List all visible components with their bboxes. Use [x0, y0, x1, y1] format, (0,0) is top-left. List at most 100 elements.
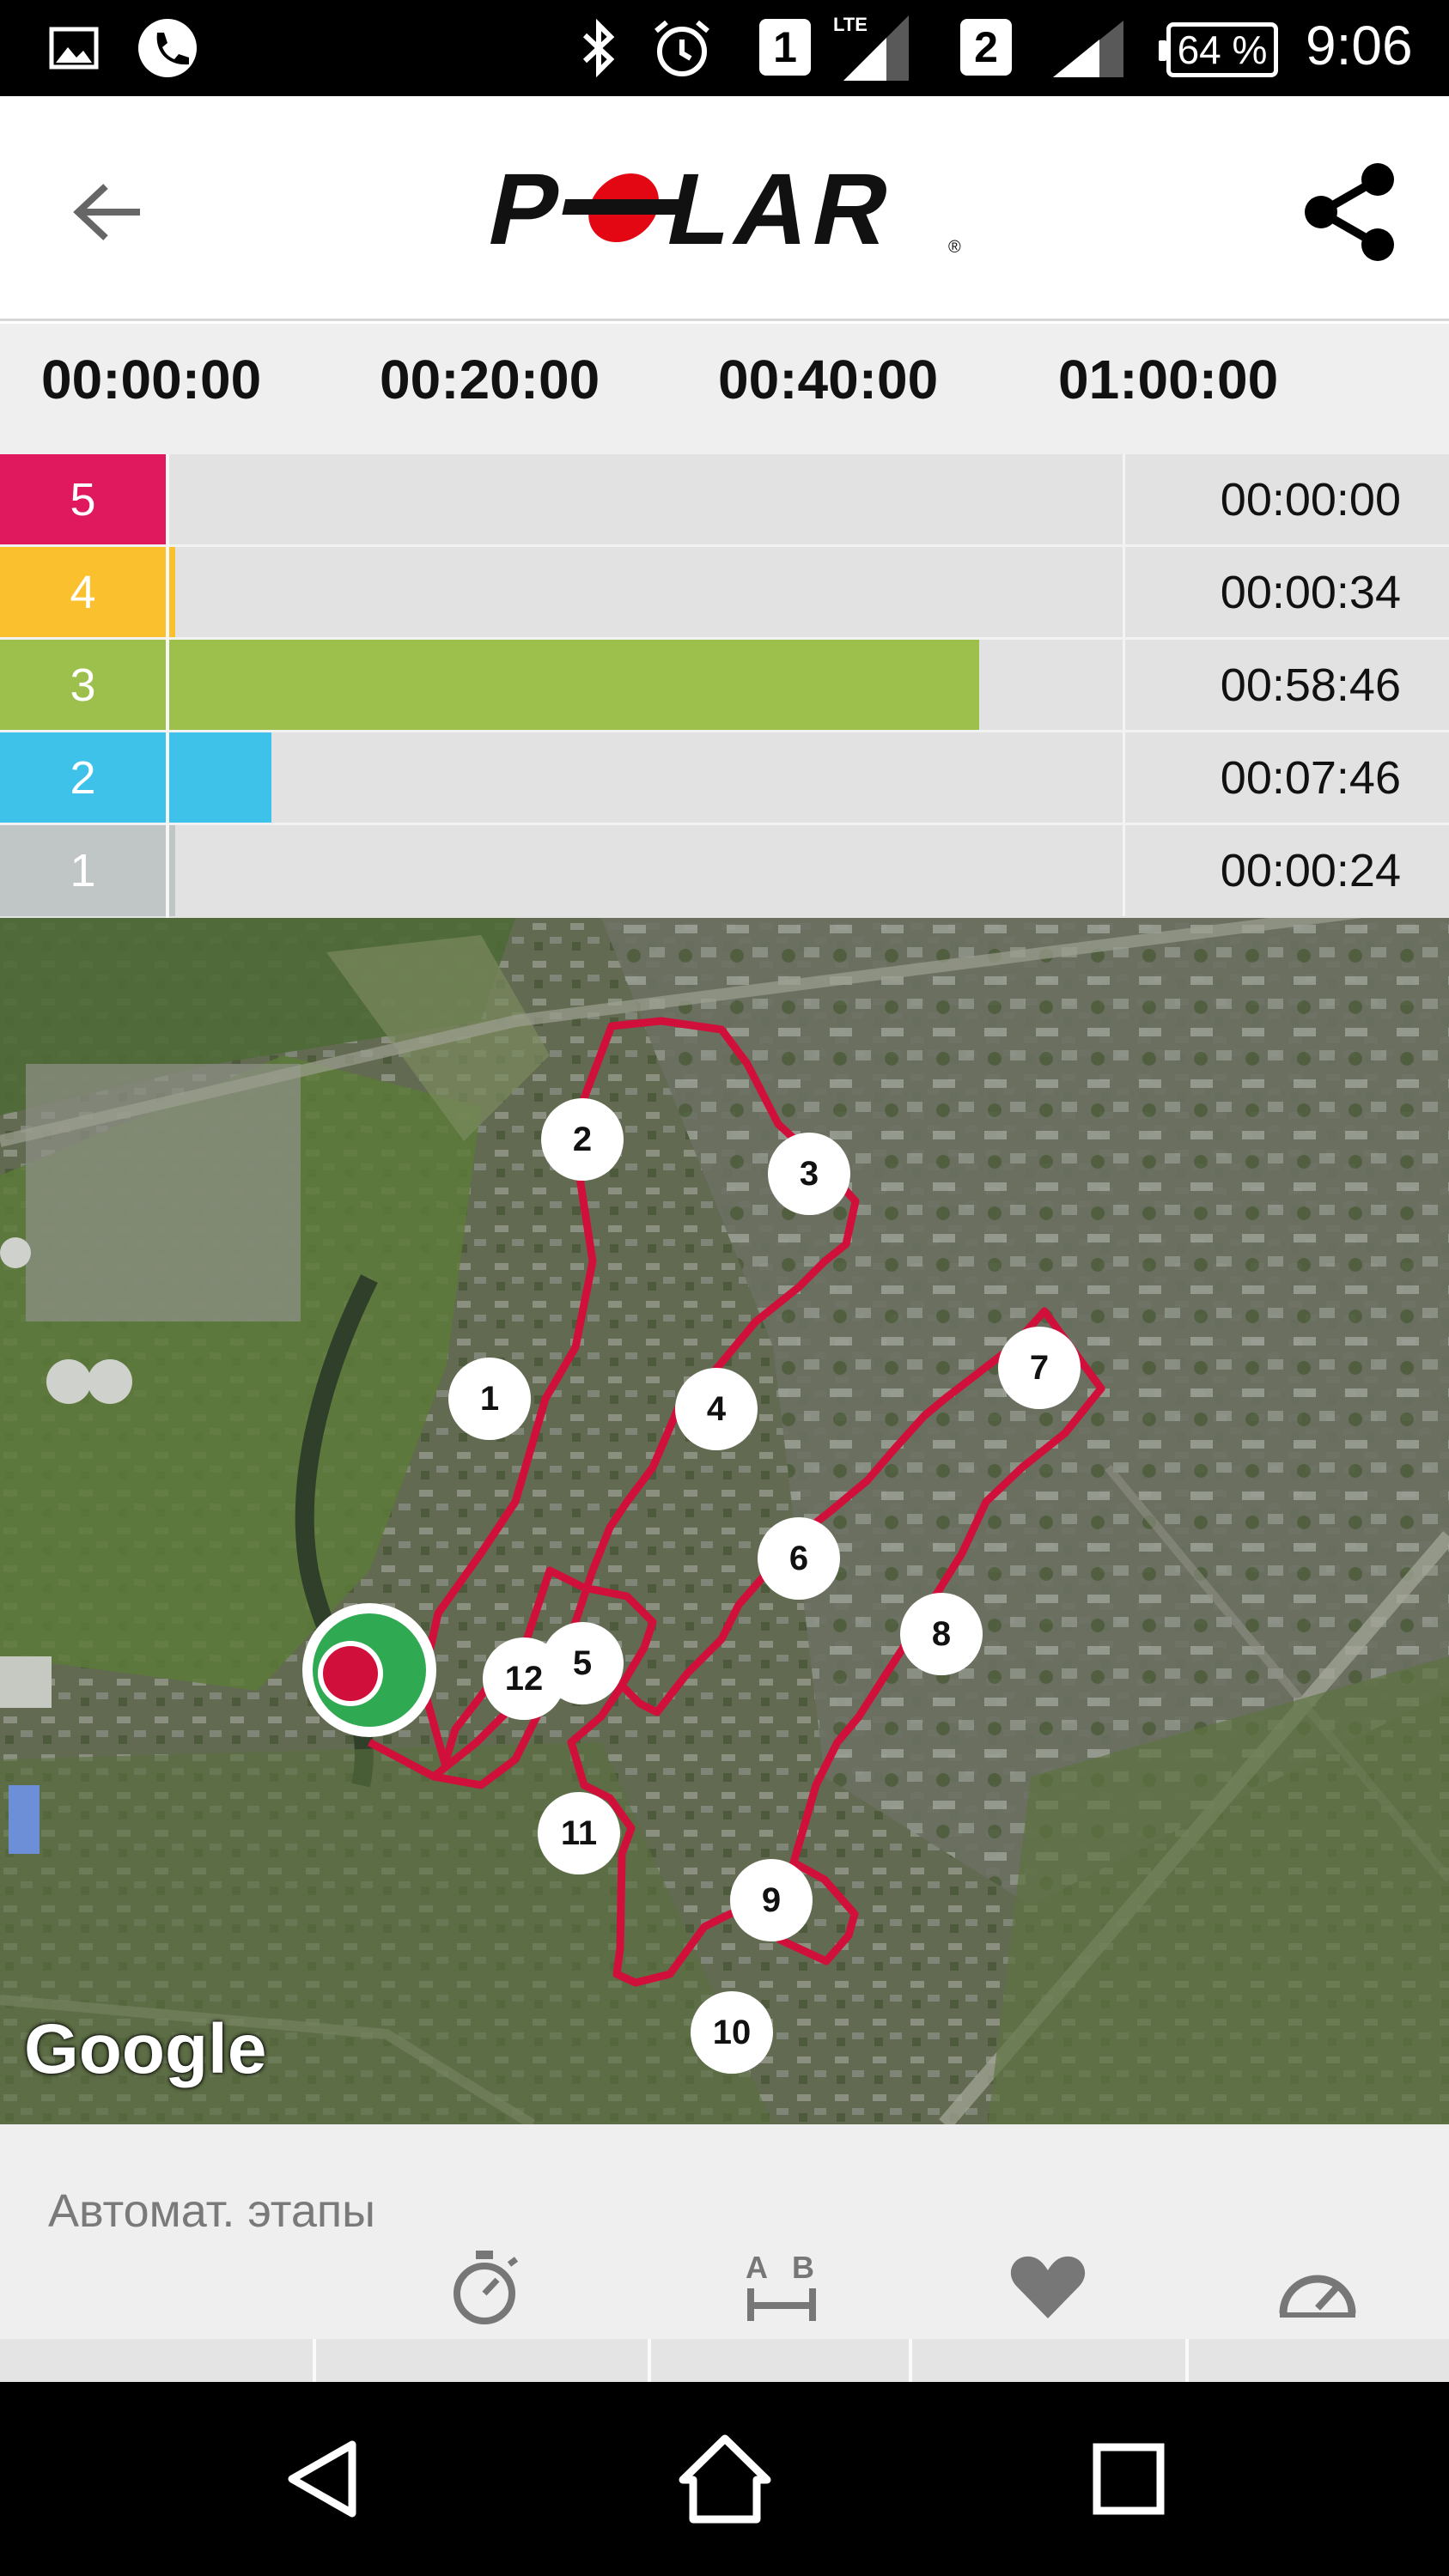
heart-rate-zones: 5 00:00:00 4 00:00:34 3 00:58:46 2 00:07… [0, 454, 1449, 918]
lap-marker[interactable]: 11 [538, 1792, 620, 1874]
lap-marker-label: 4 [706, 1389, 727, 1428]
lap-marker-label: 9 [761, 1880, 782, 1919]
battery-indicator: 64 % [1159, 22, 1278, 77]
route-map[interactable]: 1 2 3 4 5 6 7 8 9 10 11 12 [0, 918, 1449, 2124]
lap-marker[interactable]: 2 [541, 1098, 624, 1181]
time-tick: 00:20:00 [380, 349, 600, 410]
nav-home-button[interactable] [665, 2423, 785, 2535]
column-separator [1185, 2339, 1189, 2382]
sim2-badge: 2 [960, 19, 1012, 76]
lap-marker-label: 2 [572, 1120, 593, 1158]
zone-bar [166, 732, 271, 823]
zone-time: 00:00:00 [1123, 454, 1449, 545]
column-separator [909, 2339, 912, 2382]
time-tick: 01:00:00 [1058, 349, 1279, 410]
share-icon [1305, 163, 1394, 261]
battery-level: 64 % [1177, 27, 1268, 72]
time-axis: 00:00:00 00:20:00 00:40:00 01:00:00 [0, 324, 1449, 454]
divider [0, 637, 1449, 640]
alarm-icon [648, 19, 716, 77]
share-button[interactable] [1288, 156, 1409, 268]
signal-icon [1050, 19, 1127, 77]
lap-marker[interactable]: 3 [768, 1133, 850, 1215]
zone-row-3[interactable]: 3 00:58:46 [0, 640, 1449, 731]
lap-marker[interactable]: 9 [730, 1859, 813, 1941]
lap-marker[interactable]: 12 [483, 1637, 565, 1720]
polar-logo: P LAR ® [481, 160, 979, 263]
zone-bar [166, 640, 979, 731]
column-separator [648, 2339, 651, 2382]
google-attribution: Google [24, 2010, 267, 2088]
zone-bar [166, 825, 175, 916]
zone-row-5[interactable]: 5 00:00:00 [0, 454, 1449, 545]
lap-marker[interactable]: 6 [758, 1517, 840, 1600]
sim1-badge: 1 [759, 19, 811, 76]
heart-rate-column-button[interactable] [996, 2236, 1099, 2339]
svg-text:®: ® [948, 238, 961, 257]
zone-time: 00:00:24 [1123, 825, 1449, 916]
phone-icon [133, 19, 202, 77]
bluetooth-icon [577, 18, 620, 78]
lap-marker[interactable]: 10 [691, 1991, 773, 2074]
divider [0, 823, 1449, 825]
speedometer-icon [1279, 2275, 1356, 2318]
svg-text:LAR: LAR [658, 160, 905, 263]
heart-icon [1010, 2256, 1086, 2318]
gallery-icon [48, 19, 100, 77]
lap-marker-label: 8 [931, 1614, 952, 1653]
lap-marker-label: 11 [560, 1814, 598, 1852]
zone-row-2[interactable]: 2 00:07:46 [0, 732, 1449, 823]
clock: 9:06 [1306, 15, 1413, 76]
lap-marker[interactable]: 8 [900, 1593, 983, 1675]
lap-marker-label: 3 [799, 1154, 819, 1193]
lap-marker[interactable]: 4 [675, 1368, 758, 1450]
zone-time: 00:58:46 [1123, 640, 1449, 731]
recents-icon [1093, 2443, 1165, 2515]
column-separator [313, 2339, 316, 2382]
time-tick: 00:00:00 [41, 349, 262, 410]
zone-time: 00:07:46 [1123, 732, 1449, 823]
time-tick: 00:40:00 [718, 349, 939, 410]
nav-back-button[interactable] [263, 2423, 383, 2535]
lap-marker[interactable]: 7 [998, 1327, 1081, 1409]
route-path [367, 1017, 1105, 1987]
signal-icon: LTE [826, 14, 912, 81]
zone-number: 4 [0, 547, 166, 638]
zone-bar [166, 547, 175, 638]
app-header: P LAR ® [0, 96, 1449, 321]
back-triangle-icon [288, 2440, 356, 2518]
divider [0, 544, 1449, 547]
zone-time: 00:00:34 [1123, 547, 1449, 638]
back-button[interactable] [60, 165, 155, 259]
auto-laps-label: Автомат. этапы [48, 2185, 375, 2237]
svg-text:P: P [481, 160, 575, 263]
lap-marker-label: 5 [572, 1643, 593, 1682]
svg-text:A: A [746, 2250, 768, 2285]
zone-number: 1 [0, 825, 166, 916]
zone-row-4[interactable]: 4 00:00:34 [0, 547, 1449, 638]
lap-marker[interactable]: 1 [448, 1358, 531, 1440]
stopwatch-icon [454, 2251, 519, 2324]
start-marker-icon[interactable] [301, 1601, 438, 1739]
lap-marker-label: 7 [1029, 1348, 1050, 1387]
svg-text:LTE: LTE [833, 14, 868, 35]
polar-logo-mark: P LAR ® [481, 160, 961, 263]
home-icon [679, 2434, 771, 2524]
lap-marker-label: 1 [479, 1379, 500, 1418]
nav-recents-button[interactable] [1068, 2423, 1189, 2535]
lap-columns-strip [0, 2339, 1449, 2382]
duration-column-button[interactable] [433, 2236, 536, 2339]
divider [0, 730, 1449, 732]
status-bar: 1 LTE 2 64 % 9:06 [0, 0, 1449, 96]
zone-number: 2 [0, 732, 166, 823]
svg-text:B: B [792, 2250, 814, 2285]
lap-marker-label: 6 [788, 1539, 809, 1577]
speed-column-button[interactable] [1266, 2236, 1369, 2339]
zone-row-1[interactable]: 1 00:00:24 [0, 825, 1449, 916]
zone-start-marker [166, 454, 169, 918]
satellite-map [0, 918, 1449, 2124]
lap-marker-label: 10 [712, 2013, 752, 2051]
zone-number: 3 [0, 640, 166, 731]
